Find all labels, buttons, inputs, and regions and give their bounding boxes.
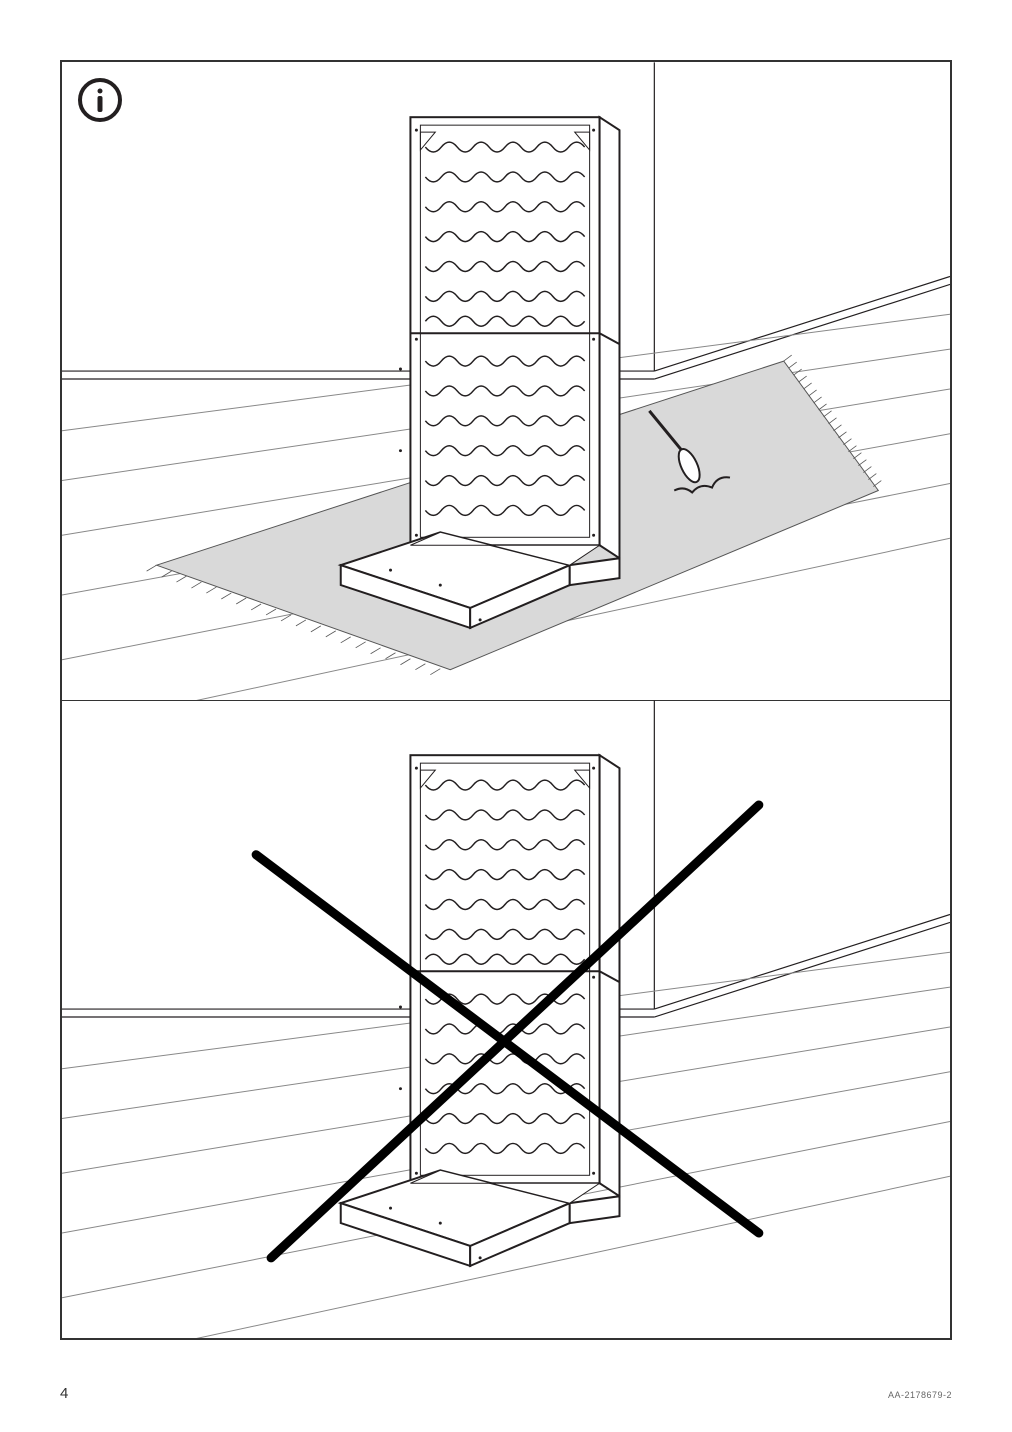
document-id: AA-2178679-2 — [888, 1390, 952, 1400]
instruction-frame — [60, 60, 952, 1340]
page-number: 4 — [60, 1385, 68, 1402]
cabinet — [341, 117, 620, 628]
cabinet — [341, 755, 620, 1266]
info-icon — [77, 77, 123, 123]
scene-incorrect — [62, 700, 950, 1338]
scene-correct — [62, 62, 950, 700]
panel-correct — [62, 62, 950, 700]
panel-incorrect — [62, 700, 950, 1338]
